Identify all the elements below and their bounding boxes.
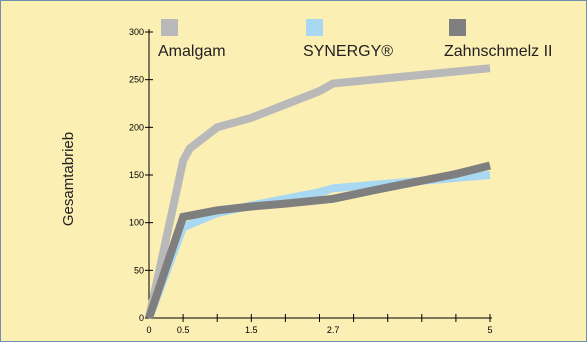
- series-line-amalgam: [145, 64, 491, 319]
- x-tick-label: 1.5: [245, 325, 258, 335]
- legend-label-synergy: SYNERGY®: [303, 43, 393, 60]
- y-tick-label: 50: [134, 265, 144, 275]
- series-line-zahnschmelz-ii: [145, 161, 491, 320]
- y-tick-label: 300: [129, 27, 144, 37]
- y-tick-label: 200: [129, 122, 144, 132]
- x-tick-label: 5: [487, 325, 492, 335]
- legend-swatch-zahnschmelz-ii: [449, 19, 466, 36]
- y-tick-label: 0: [139, 313, 144, 323]
- legend-label-amalgam: Amalgam: [158, 43, 226, 60]
- x-tick-label: 0.5: [177, 325, 190, 335]
- y-tick-label: 150: [129, 170, 144, 180]
- x-tick-label: 2.7: [327, 325, 340, 335]
- legend-swatch-amalgam: [161, 19, 178, 36]
- y-tick-label: 250: [129, 75, 144, 85]
- legend: Amalgam SYNERGY® Zahnschmelz II: [158, 19, 552, 60]
- x-tick-label: 0: [146, 325, 151, 335]
- legend-label-zahnschmelz-ii: Zahnschmelz II: [444, 43, 552, 60]
- series-lines: [145, 64, 491, 320]
- axes: 0 50 100 150 200 250 300 0 0.5 1.5 2.7 5: [129, 27, 493, 335]
- legend-swatch-synergy: [306, 19, 323, 36]
- y-tick-label: 100: [129, 218, 144, 228]
- y-axis-label: Gesamtabrieb: [60, 132, 77, 226]
